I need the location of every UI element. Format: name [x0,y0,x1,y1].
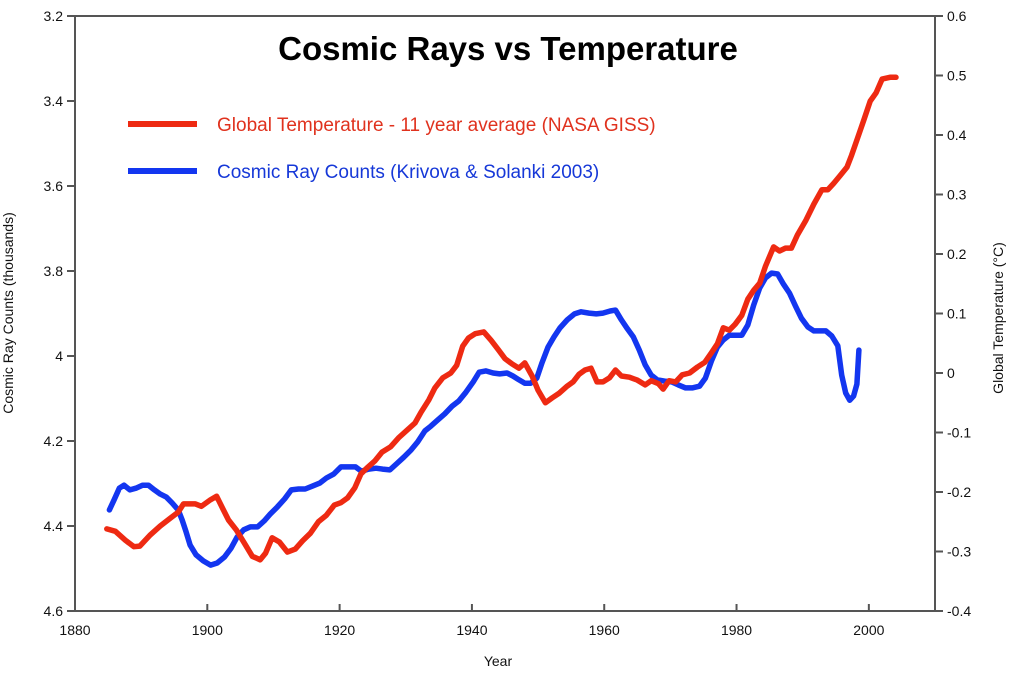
right-y-tick-label: -0.2 [947,484,971,500]
left-y-tick-label: 4.4 [44,518,64,534]
right-y-tick-label: 0.2 [947,246,967,262]
temperature-line [104,74,899,563]
right-y-tick-label: 0.5 [947,68,967,84]
legend-item-temperature: Global Temperature - 11 year average (NA… [128,115,656,136]
right-y-axis-title: Global Temperature (°C) [990,242,1006,394]
left-y-axis-title: Cosmic Ray Counts (thousands) [0,212,16,414]
legend-label-cosmic-rays: Cosmic Ray Counts (Krivova & Solanki 200… [217,162,599,183]
left-y-tick-label: 3.6 [44,178,64,194]
x-axis-ticks: 1880 1900 1920 1940 1960 1980 2000 [59,604,885,638]
x-axis-title: Year [484,653,513,669]
x-tick-label: 2000 [853,622,884,638]
x-tick-label: 1880 [59,622,90,638]
left-y-tick-label: 3.4 [44,93,64,109]
right-y-axis-ticks: 0.6 0.5 0.4 0.3 0.2 0.1 0 -0.1 -0.2 -0.3 -0.4 [935,8,971,619]
x-tick-label: 1940 [456,622,487,638]
legend-item-cosmic-rays: Cosmic Ray Counts (Krivova & Solanki 200… [128,162,599,183]
series-layer [104,74,899,568]
chart-title: Cosmic Rays vs Temperature [278,30,738,67]
x-tick-label: 1900 [192,622,223,638]
x-tick-label: 1980 [721,622,752,638]
left-y-tick-label: 4.2 [44,433,64,449]
right-y-tick-label: 0 [947,365,955,381]
cosmic-ray-line [106,270,862,568]
left-y-axis-ticks: 3.2 3.4 3.6 3.8 4 4.2 4.4 4.6 [44,8,75,619]
right-y-tick-label: 0.4 [947,127,967,143]
right-y-tick-label: -0.4 [947,603,971,619]
right-y-tick-label: -0.1 [947,425,971,441]
right-y-tick-label: -0.3 [947,544,971,560]
legend-label-temperature: Global Temperature - 11 year average (NA… [217,115,656,136]
right-y-tick-label: 0.6 [947,8,967,24]
x-tick-label: 1960 [589,622,620,638]
legend: Global Temperature - 11 year average (NA… [128,115,656,183]
right-y-tick-label: 0.3 [947,187,967,203]
left-y-tick-label: 4.6 [44,603,64,619]
left-y-tick-label: 3.8 [44,263,64,279]
x-tick-label: 1920 [324,622,355,638]
left-y-tick-label: 3.2 [44,8,64,24]
left-y-tick-label: 4 [55,348,63,364]
right-y-tick-label: 0.1 [947,306,967,322]
